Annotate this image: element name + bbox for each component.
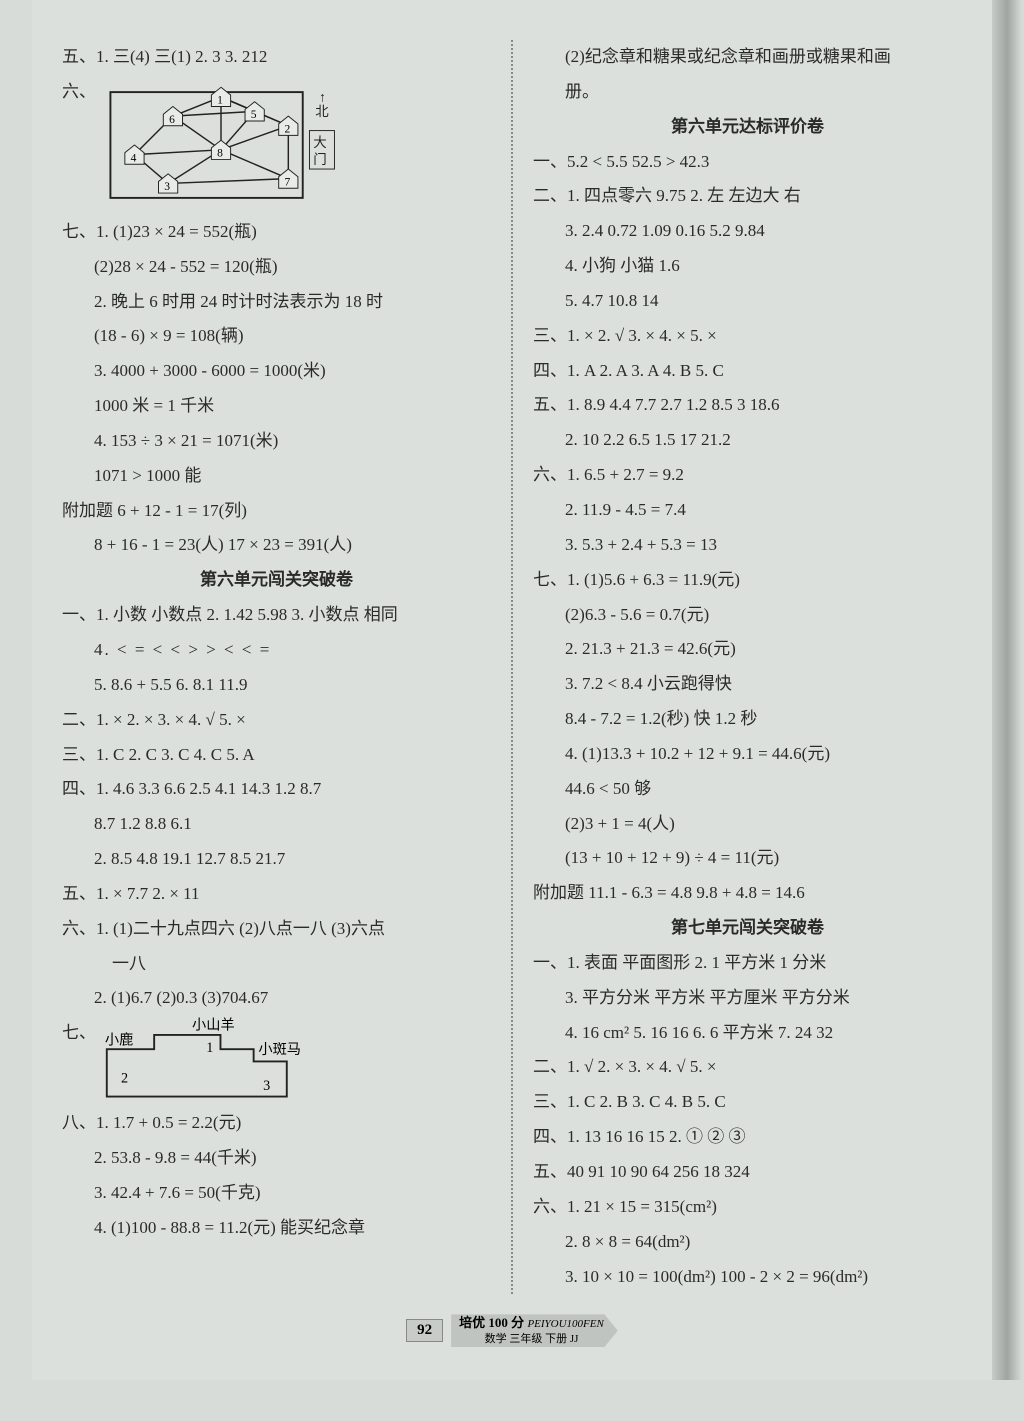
label-six: 六、	[62, 75, 96, 110]
text-line: 8.7 1.2 8.8 6.1	[62, 807, 491, 842]
text-line: 一、1. 小数 小数点 2. 1.42 5.98 3. 小数点 相同	[62, 598, 491, 633]
text-line: 3. 4000 + 3000 - 6000 = 1000(米)	[62, 354, 491, 389]
book-binding	[992, 0, 1022, 1380]
text-line: (2)3 + 1 = 4(人)	[533, 807, 962, 842]
row-six: 六、 1 2 3 4 5 6 7 8 ↑ 北 大 门	[62, 75, 491, 215]
text-line: 3. 2.4 0.72 1.09 0.16 5.2 9.84	[533, 214, 962, 249]
text-line: 4. (1)100 - 88.8 = 11.2(元) 能买纪念章	[62, 1211, 491, 1246]
text-line: 2. (1)6.7 (2)0.3 (3)704.67	[62, 981, 491, 1016]
network-diagram: 1 2 3 4 5 6 7 8 ↑ 北 大 门	[96, 75, 346, 215]
row-seven: 七、 小山羊 小鹿 小斑马 1 2 3	[62, 1016, 491, 1106]
svg-text:2: 2	[121, 1071, 128, 1087]
label-seven: 七、	[62, 1016, 96, 1051]
svg-text:↑: ↑	[319, 90, 326, 105]
text-line: 3. 平方分米 平方米 平方厘米 平方分米	[533, 981, 962, 1016]
section-title: 第六单元达标评价卷	[533, 110, 962, 145]
svg-text:2: 2	[284, 123, 290, 135]
svg-text:4: 4	[131, 152, 137, 164]
svg-text:门: 门	[313, 152, 326, 167]
text-line: 2. 11.9 - 4.5 = 7.4	[533, 493, 962, 528]
svg-text:大: 大	[313, 135, 326, 150]
text-line: 三、1. C 2. B 3. C 4. B 5. C	[533, 1085, 962, 1120]
brand-en: PEIYOU100FEN	[527, 1318, 603, 1330]
text-line: 1071 > 1000 能	[62, 459, 491, 494]
text-line: (18 - 6) × 9 = 108(辆)	[62, 319, 491, 354]
text-line: 8.4 - 7.2 = 1.2(秒) 快 1.2 秒	[533, 702, 962, 737]
text-line: 3. 10 × 10 = 100(dm²) 100 - 2 × 2 = 96(d…	[533, 1260, 962, 1295]
right-column: (2)纪念章和糖果或纪念章和画册或糖果和画 册。 第六单元达标评价卷 一、5.2…	[511, 40, 962, 1294]
text-line: (13 + 10 + 12 + 9) ÷ 4 = 11(元)	[533, 841, 962, 876]
svg-text:3: 3	[263, 1078, 270, 1094]
text-line: 5. 8.6 + 5.5 6. 8.1 11.9	[62, 668, 491, 703]
footer-brand: 培优 100 分 PEIYOU100FEN 数学 三年级 下册 JJ	[451, 1314, 618, 1347]
columns: 五、1. 三(4) 三(1) 2. 3 3. 212 六、 1 2 3 4 5 6 7 8 ↑…	[62, 40, 962, 1294]
north-label: 北	[315, 104, 329, 119]
text-line: 附加题 11.1 - 6.3 = 4.8 9.8 + 4.8 = 14.6	[533, 876, 962, 911]
text-line: 四、1. A 2. A 3. A 4. B 5. C	[533, 354, 962, 389]
text-line: 3. 42.4 + 7.6 = 50(千克)	[62, 1176, 491, 1211]
text-line: 六、1. 6.5 + 2.7 = 9.2	[533, 458, 962, 493]
block-diagram: 小山羊 小鹿 小斑马 1 2 3	[96, 1016, 326, 1106]
brand-sub: 数学 三年级 下册 JJ	[485, 1333, 579, 1345]
text-line: 2. 8.5 4.8 19.1 12.7 8.5 21.7	[62, 842, 491, 877]
svg-text:6: 6	[169, 114, 175, 126]
text-line: 七、1. (1)5.6 + 6.3 = 11.9(元)	[533, 563, 962, 598]
svg-text:1: 1	[217, 94, 223, 106]
text-line: 五、40 91 10 90 64 256 18 324	[533, 1155, 962, 1190]
text-line: (2)6.3 - 5.6 = 0.7(元)	[533, 598, 962, 633]
section-title: 第六单元闯关突破卷	[62, 563, 491, 598]
text-line: 44.6 < 50 够	[533, 772, 962, 807]
text-line: 三、1. × 2. √ 3. × 4. × 5. ×	[533, 319, 962, 354]
text-line: 4. 153 ÷ 3 × 21 = 1071(米)	[62, 424, 491, 459]
text-line: 2. 53.8 - 9.8 = 44(千米)	[62, 1141, 491, 1176]
brand-cn: 培优 100 分	[459, 1315, 524, 1330]
text-line: (2)28 × 24 - 552 = 120(瓶)	[62, 250, 491, 285]
text-line: 8 + 16 - 1 = 23(人) 17 × 23 = 391(人)	[62, 528, 491, 563]
text-line: 四、1. 13 16 16 15 2. ① ② ③	[533, 1120, 962, 1155]
text-line: 五、1. 8.9 4.4 7.7 2.7 1.2 8.5 3 18.6	[533, 388, 962, 423]
svg-text:7: 7	[284, 176, 290, 188]
svg-text:8: 8	[217, 147, 223, 159]
text-line: 五、1. × 7.7 2. × 11	[62, 877, 491, 912]
text-line: 2. 10 2.2 6.5 1.5 17 21.2	[533, 423, 962, 458]
text-line: 四、1. 4.6 3.3 6.6 2.5 4.1 14.3 1.2 8.7	[62, 772, 491, 807]
svg-text:小鹿: 小鹿	[105, 1032, 133, 1049]
svg-text:3: 3	[164, 181, 170, 193]
text-line: 册。	[533, 75, 962, 110]
section-title: 第七单元闯关突破卷	[533, 911, 962, 946]
text-line: 5. 4.7 10.8 14	[533, 284, 962, 319]
text-line: 一、1. 表面 平面图形 2. 1 平方米 1 分米	[533, 946, 962, 981]
svg-text:小斑马: 小斑马	[258, 1041, 301, 1058]
text-line: 2. 8 × 8 = 64(dm²)	[533, 1225, 962, 1260]
left-column: 五、1. 三(4) 三(1) 2. 3 3. 212 六、 1 2 3 4 5 6 7 8 ↑…	[62, 40, 491, 1294]
text-line: 3. 7.2 < 8.4 小云跑得快	[533, 667, 962, 702]
text-line: 二、1. 四点零六 9.75 2. 左 左边大 右	[533, 179, 962, 214]
text-line: 七、1. (1)23 × 24 = 552(瓶)	[62, 215, 491, 250]
page: 五、1. 三(4) 三(1) 2. 3 3. 212 六、 1 2 3 4 5 6 7 8 ↑…	[32, 0, 992, 1380]
page-number: 92	[406, 1319, 443, 1342]
text-line: 八、1. 1.7 + 0.5 = 2.2(元)	[62, 1106, 491, 1141]
svg-text:1: 1	[206, 1040, 213, 1056]
text-line: 一、5.2 < 5.5 52.5 > 42.3	[533, 145, 962, 180]
text-line: 2. 晚上 6 时用 24 时计时法表示为 18 时	[62, 285, 491, 320]
text-line: 五、1. 三(4) 三(1) 2. 3 3. 212	[62, 40, 491, 75]
text-line: (2)纪念章和糖果或纪念章和画册或糖果和画	[533, 40, 962, 75]
text-line: 4. < = < < > > < < =	[62, 633, 491, 668]
text-line: 六、1. 21 × 15 = 315(cm²)	[533, 1190, 962, 1225]
text-line: 二、1. √ 2. × 3. × 4. √ 5. ×	[533, 1050, 962, 1085]
text-line: 1000 米 = 1 千米	[62, 389, 491, 424]
text-line: 4. 16 cm² 5. 16 16 6. 6 平方米 7. 24 32	[533, 1016, 962, 1051]
text-line: 附加题 6 + 12 - 1 = 17(列)	[62, 494, 491, 529]
svg-text:小山羊: 小山羊	[192, 1017, 235, 1034]
text-line: 一八	[62, 947, 491, 982]
text-line: 3. 5.3 + 2.4 + 5.3 = 13	[533, 528, 962, 563]
text-line: 六、1. (1)二十九点四六 (2)八点一八 (3)六点	[62, 912, 491, 947]
text-line: 4. (1)13.3 + 10.2 + 12 + 9.1 = 44.6(元)	[533, 737, 962, 772]
text-line: 三、1. C 2. C 3. C 4. C 5. A	[62, 738, 491, 773]
page-footer: 92 培优 100 分 PEIYOU100FEN 数学 三年级 下册 JJ	[62, 1314, 962, 1347]
text-line: 2. 21.3 + 21.3 = 42.6(元)	[533, 632, 962, 667]
text-line: 4. 小狗 小猫 1.6	[533, 249, 962, 284]
text-line: 二、1. × 2. × 3. × 4. √ 5. ×	[62, 703, 491, 738]
svg-text:5: 5	[251, 109, 257, 121]
